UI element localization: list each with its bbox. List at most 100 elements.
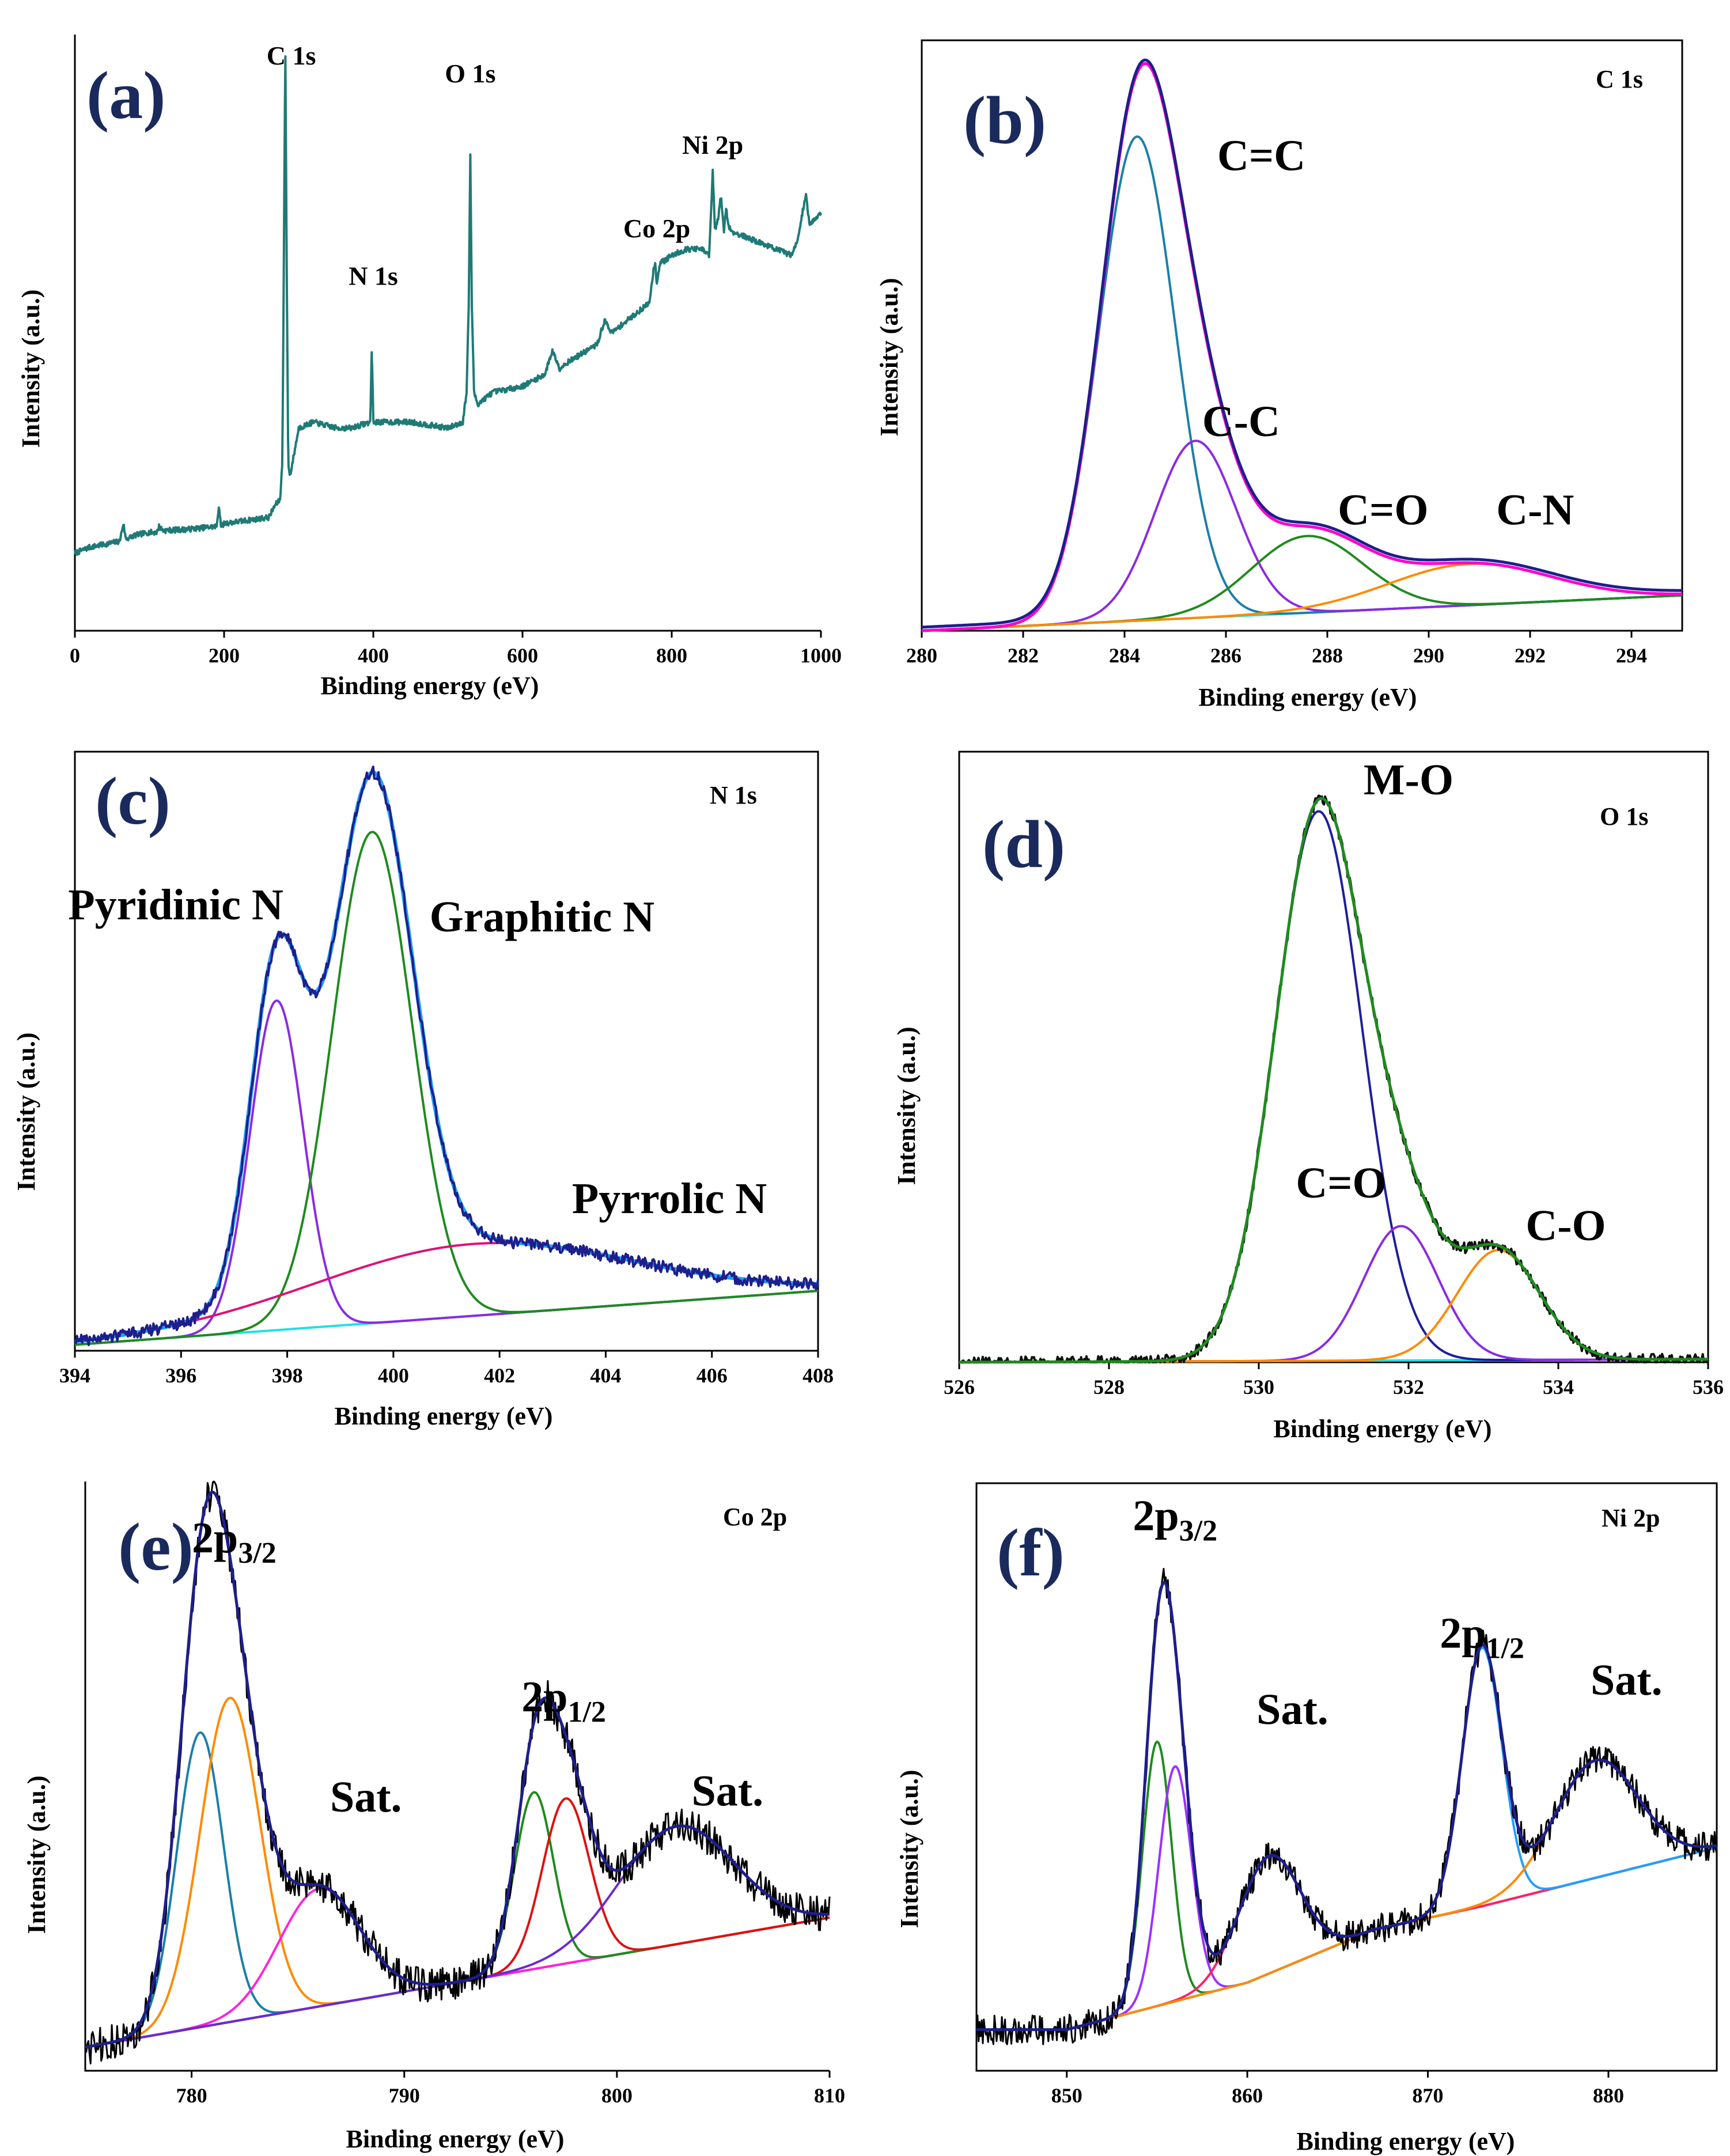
peak-annotation: C=O: [1338, 486, 1428, 535]
x-tick-label: 780: [176, 2084, 207, 2107]
x-tick-label: 536: [1693, 1376, 1724, 1399]
x-tick-label: 0: [70, 644, 80, 667]
annotation-main: 2p: [1440, 1609, 1486, 1658]
peak-annotation: M-O: [1364, 756, 1453, 804]
series-sat-2: [976, 1759, 1717, 2031]
series-c-c: [921, 135, 1683, 632]
x-tick-label: 880: [1593, 2084, 1624, 2107]
series-peak-1: [976, 1740, 1717, 2031]
plot-frame: [74, 35, 821, 632]
panel-label-d: (d): [982, 806, 1065, 882]
series-survey: [74, 55, 822, 556]
plot-frame: [958, 751, 1709, 1363]
panel-label-e: (e): [118, 1509, 194, 1585]
x-axis-label-c: Binding energy (eV): [335, 1402, 553, 1430]
series-raw: [84, 1480, 831, 2065]
x-tick-label: 292: [1515, 644, 1546, 667]
series-raw: [975, 1568, 1718, 2045]
panel-label-f: (f): [997, 1515, 1065, 1590]
x-tick-label: 1000: [800, 644, 842, 667]
plot-frame: [84, 1481, 830, 2072]
x-tick-label: 532: [1393, 1376, 1424, 1399]
annotation-subscript: 3/2: [1179, 1515, 1217, 1548]
series-peak-2: [976, 1765, 1717, 2031]
series-raw: [959, 794, 1709, 1363]
core-label-d: O 1s: [1600, 802, 1648, 831]
y-axis-label-f: Intensity (a.u.): [895, 1769, 923, 1928]
x-tick-label: 400: [358, 644, 389, 667]
panel-d: (d) O 1s Binding energy (eV) Intensity (…: [864, 720, 1730, 1443]
peak-annotation: 2p3/2: [1133, 1492, 1217, 1548]
x-tick-label: 800: [656, 644, 687, 667]
x-tick-label: 534: [1543, 1376, 1574, 1399]
annotation-subscript: 3/2: [238, 1537, 276, 1570]
annotation-subscript: 1/2: [1486, 1632, 1524, 1665]
x-tick-label: 870: [1413, 2084, 1444, 2107]
x-tick-label: 526: [944, 1376, 975, 1399]
x-tick-label: 406: [696, 1364, 728, 1387]
peak-annotation: C=C: [1217, 132, 1305, 180]
chart-f-svg: (f) Ni 2p Binding energy (eV) Intensity …: [895, 1482, 1718, 2155]
x-tick-label: 404: [590, 1364, 621, 1387]
x-tick-label: 396: [165, 1364, 196, 1387]
x-tick-label: 790: [389, 2084, 420, 2107]
x-tick-label: 530: [1243, 1376, 1274, 1399]
x-tick-label: 600: [507, 644, 538, 667]
chart-c-svg: (c) N 1s Binding energy (eV) Intensity (…: [12, 751, 834, 1430]
peak-annotation: Sat.: [1591, 1656, 1663, 1704]
x-axis-label-e: Binding energy (eV): [346, 2125, 565, 2153]
peak-annotation: O 1s: [445, 59, 495, 88]
series-fit: [959, 797, 1709, 1364]
peak-annotation: C 1s: [267, 41, 316, 70]
x-tick-label: 288: [1312, 644, 1343, 667]
y-axis-label-c: Intensity (a.u.): [12, 1032, 40, 1191]
peak-annotation: 2p1/2: [1440, 1609, 1524, 1665]
series-pyrrolic-n: [74, 1242, 819, 1343]
x-tick-label: 850: [1051, 2084, 1082, 2107]
peak-annotation: Pyrrolic N: [572, 1174, 767, 1223]
y-axis-label-b: Intensity (a.u.): [875, 278, 903, 436]
series-c-n: [921, 562, 1683, 632]
x-tick-label: 860: [1232, 2084, 1263, 2107]
peak-annotation: C-O: [1525, 1202, 1606, 1250]
y-axis-label-e: Intensity (a.u.): [22, 1775, 51, 1934]
x-tick-label: 290: [1413, 644, 1444, 667]
panel-c: (c) N 1s Binding energy (eV) Intensity (…: [0, 720, 864, 1440]
series-sat-1: [85, 1887, 830, 2049]
annotation-main: 2p: [192, 1514, 238, 1562]
core-label-b: C 1s: [1596, 65, 1643, 93]
annotation-subscript: 1/2: [567, 1696, 605, 1729]
chart-d-svg: (d) O 1s Binding energy (eV) Intensity (…: [892, 751, 1724, 1443]
series-c-o: [959, 1249, 1709, 1363]
series-c-o: [921, 535, 1683, 632]
peak-annotation: Pyridinic N: [68, 881, 283, 929]
panel-f: (f) Ni 2p Binding energy (eV) Intensity …: [864, 1440, 1730, 2156]
x-tick-label: 280: [906, 644, 937, 667]
peak-annotation: C=O: [1296, 1159, 1386, 1207]
peak-annotation: Graphitic N: [430, 893, 655, 941]
x-tick-label: 282: [1008, 644, 1039, 667]
peak-annotation: C-C: [1202, 397, 1280, 446]
peak-annotation: Ni 2p: [682, 130, 743, 160]
chart-e-svg: (e) Co 2p Binding energy (eV) Intensity …: [22, 1480, 845, 2153]
plot-frame: [975, 1482, 1718, 2072]
series-fit: [976, 1581, 1717, 2032]
y-axis-label-d: Intensity (a.u.): [892, 1026, 921, 1185]
series-peak-3: [85, 1791, 830, 2049]
x-tick-label: 810: [814, 2084, 845, 2107]
annotation-main: 2p: [1133, 1492, 1179, 1540]
x-tick-label: 398: [272, 1364, 303, 1387]
series-2p1-2: [976, 1646, 1717, 2031]
peak-annotation: 2p1/2: [521, 1673, 606, 1729]
series-fit: [85, 1490, 830, 2049]
panel-label-b: (b): [963, 82, 1046, 158]
x-tick-label: 402: [484, 1364, 515, 1387]
peak-annotation: N 1s: [349, 262, 398, 291]
panel-label-c: (c): [95, 763, 171, 839]
plot-frame: [74, 751, 819, 1352]
peak-annotation: Sat.: [692, 1767, 764, 1816]
x-tick-label: 408: [802, 1364, 834, 1387]
series-fit: [921, 62, 1683, 632]
panel-label-a: (a): [86, 58, 166, 133]
core-label-c: N 1s: [710, 781, 757, 809]
